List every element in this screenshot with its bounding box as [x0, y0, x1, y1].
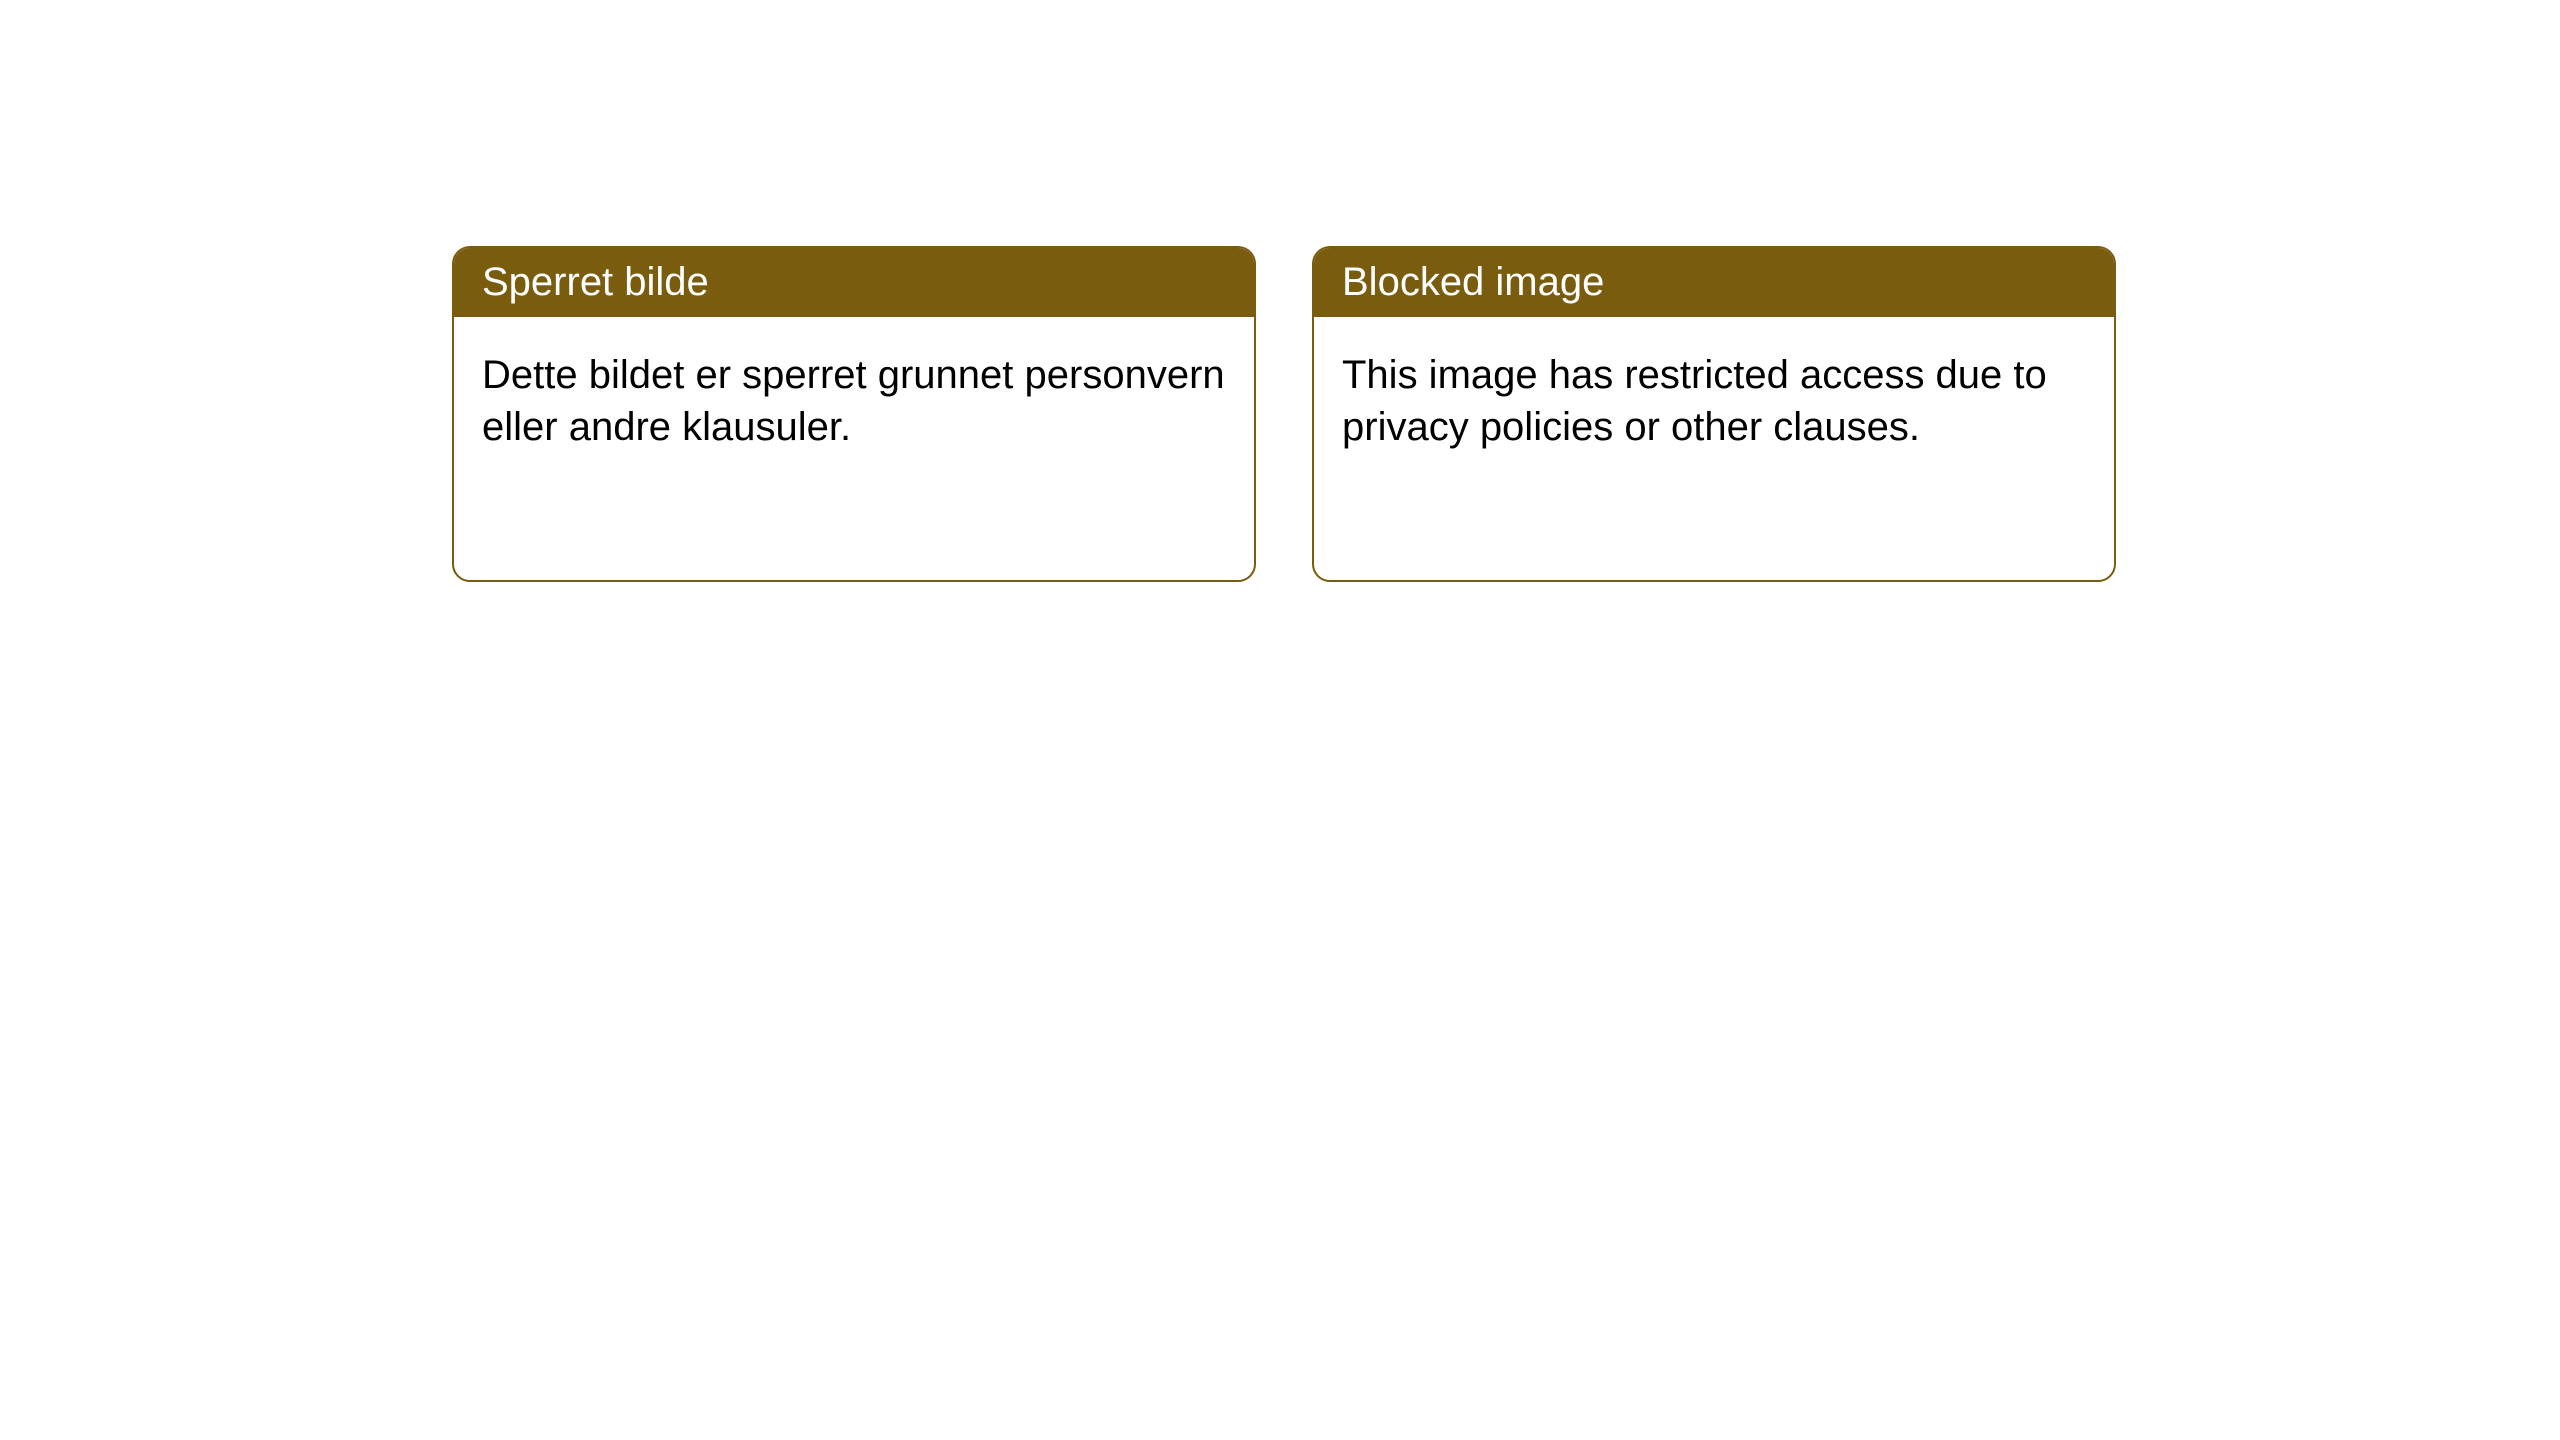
notice-container: Sperret bilde Dette bildet er sperret gr… [0, 0, 2560, 582]
notice-body: Dette bildet er sperret grunnet personve… [454, 317, 1254, 485]
notice-card-norwegian: Sperret bilde Dette bildet er sperret gr… [452, 246, 1256, 582]
notice-title: Sperret bilde [454, 248, 1254, 317]
notice-body: This image has restricted access due to … [1314, 317, 2114, 485]
notice-card-english: Blocked image This image has restricted … [1312, 246, 2116, 582]
notice-title: Blocked image [1314, 248, 2114, 317]
